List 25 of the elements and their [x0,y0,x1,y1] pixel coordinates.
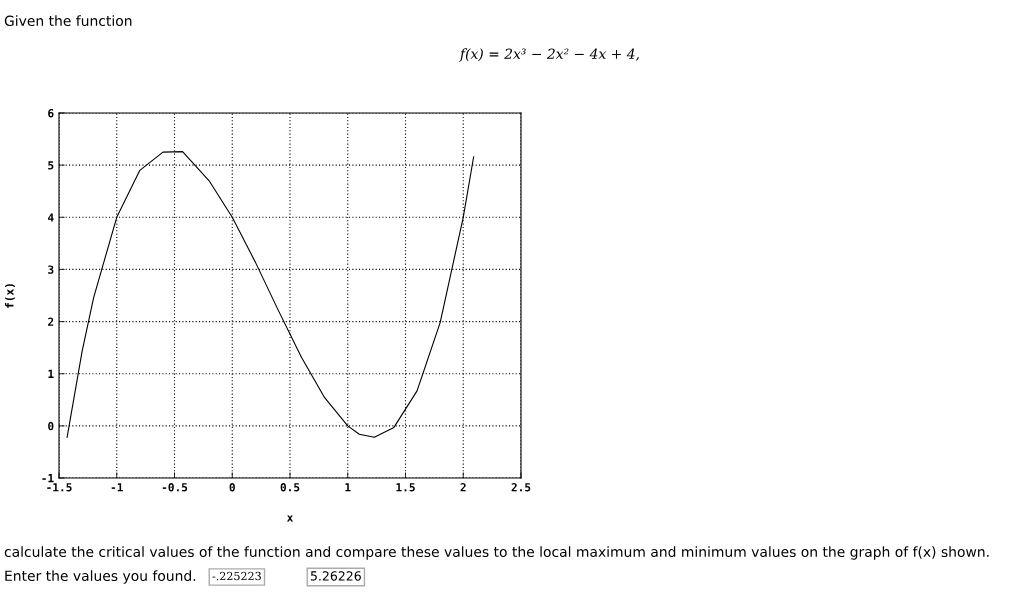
text: 5.26226 [310,571,361,581]
x-tick-label: 1.5 [396,483,415,492]
x-tick-label: 0.5 [280,483,300,492]
y-tick-label: 4 [48,213,54,222]
text: f(x) = 2x³ − 2x² − 4x + 4, [459,48,639,62]
y-axis-title: f(x) [5,284,15,308]
text: Enter the values you found. [5,570,196,584]
x-tick-label: -0.5 [162,483,188,492]
y-tick-label: 3 [48,265,54,274]
y-tick-label: 5 [48,161,54,170]
x-tick-label: -1.5 [47,483,72,492]
y-tick-label: -1 [42,474,54,483]
x-axis-title: x [286,515,294,522]
x-tick-label: 2.5 [511,483,531,492]
x-tick-label: 0 [229,483,235,492]
x-tick-label: 2 [460,483,466,492]
chart-title: Given the function [4,15,132,27]
y-tick-label: 0 [48,421,54,431]
y-tick-label: 2 [48,317,54,326]
text: calculate the critical values of the function and compare these values to the local maximum and minimum values on the graph of f(x) shown. [4,546,989,560]
y-tick-label: 1 [48,369,54,378]
y-tick-label: 6 [48,108,54,118]
x-tick-label: 1 [345,483,351,492]
x-tick-label: -1 [111,483,123,492]
text: -.225223 [212,571,261,581]
